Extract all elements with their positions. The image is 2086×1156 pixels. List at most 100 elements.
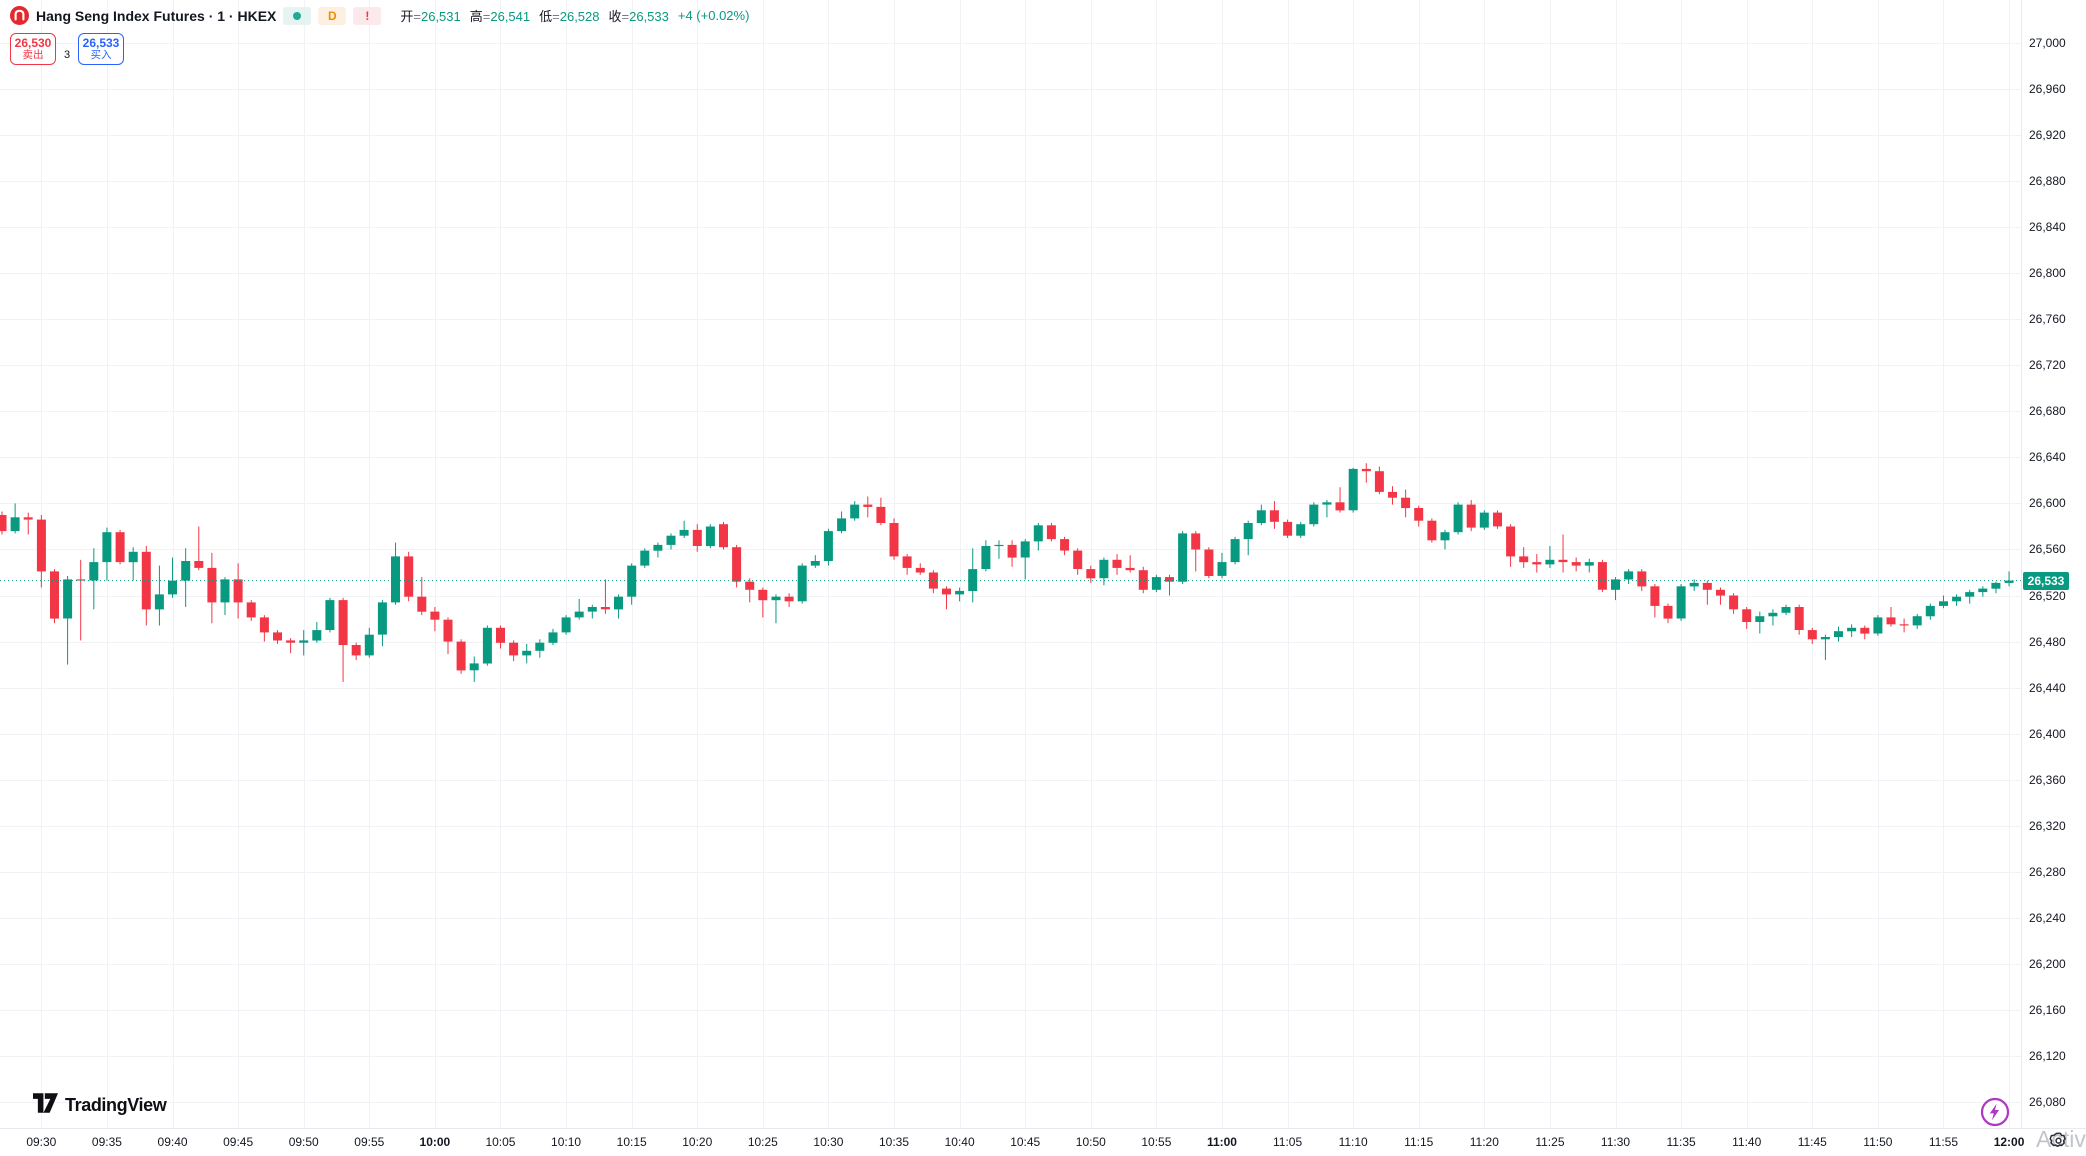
candle-body xyxy=(981,546,991,569)
candle-body xyxy=(600,607,610,610)
price-axis-label: 26,680 xyxy=(2029,404,2066,419)
sell-price: 26,530 xyxy=(14,35,52,50)
change-value: +4 (+0.02%) xyxy=(677,8,750,23)
time-axis-label: 10:05 xyxy=(485,1135,516,1149)
candle-body xyxy=(1663,605,1673,619)
candle-body xyxy=(1493,512,1502,527)
candle-body xyxy=(1414,508,1424,521)
candle-body xyxy=(443,619,453,642)
price-axis[interactable]: 27,000 26,960 26,920 26,880 26,840 26,800 26,7… xyxy=(2021,0,2086,1128)
time-axis[interactable]: 09:30 09:35 09:40 09:45 09:50 09:55 10:00 10:05… xyxy=(0,1128,2086,1156)
candle-body xyxy=(902,556,912,568)
price-axis-label: 26,080 xyxy=(2029,1095,2066,1109)
candle-body xyxy=(719,524,728,548)
candle-body xyxy=(1729,595,1739,610)
candle-body xyxy=(1361,468,1371,472)
candle-body xyxy=(1794,607,1804,630)
market-status-icon[interactable] xyxy=(283,6,312,25)
candle-body xyxy=(1283,521,1293,536)
candle-body xyxy=(1597,562,1607,590)
candle-body xyxy=(522,650,532,656)
tradingview-logo[interactable]: TradingView xyxy=(33,1093,167,1118)
sell-button[interactable]: 26,530 卖出 xyxy=(10,33,56,65)
time-axis-label: 11:35 xyxy=(1666,1135,1696,1149)
candle-body xyxy=(63,579,73,619)
candle-body xyxy=(2004,580,2014,583)
candle-body xyxy=(1834,631,1843,637)
candle-body xyxy=(1007,544,1017,558)
price-axis-label: 26,640 xyxy=(2029,450,2066,465)
candle-body xyxy=(338,600,348,645)
candle-body xyxy=(1978,588,1988,593)
candle-body xyxy=(1256,510,1266,523)
time-axis-label: 10:15 xyxy=(616,1135,647,1149)
candle-body xyxy=(653,544,663,551)
symbol-legend: Hang Seng Index Futures · 1 · HKEX D ! 开… xyxy=(10,5,749,26)
candle-body xyxy=(1374,471,1384,492)
candle-body xyxy=(417,596,427,612)
candle-body xyxy=(942,588,951,595)
candle-body xyxy=(1060,539,1070,551)
candle-body xyxy=(1873,617,1883,634)
candle-body xyxy=(154,594,164,610)
notice-badge[interactable]: ! xyxy=(353,6,382,25)
time-axis-label: 11:30 xyxy=(1600,1135,1631,1149)
time-axis-label: 11:20 xyxy=(1469,1135,1499,1149)
buy-label: 买入 xyxy=(90,48,112,61)
candle-body xyxy=(535,642,545,651)
candle-body xyxy=(207,567,217,603)
price-axis-label: 26,360 xyxy=(2029,772,2066,787)
candle-body xyxy=(1020,541,1030,558)
time-axis-label: 10:10 xyxy=(551,1135,582,1149)
price-axis-label: 26,560 xyxy=(2029,542,2066,557)
close-value: 收=26,533 xyxy=(608,9,669,24)
symbol-title[interactable]: Hang Seng Index Futures · 1 · HKEX xyxy=(36,7,277,24)
time-axis-label: 11:10 xyxy=(1338,1135,1368,1149)
candlestick-chart[interactable] xyxy=(0,0,2021,1128)
time-axis-label: 11:25 xyxy=(1535,1135,1565,1149)
candle-body xyxy=(915,567,925,573)
candle-body xyxy=(1558,559,1568,563)
candle-body xyxy=(1033,525,1043,542)
candle-body xyxy=(1689,582,1699,587)
gear-icon[interactable] xyxy=(2049,1131,2068,1150)
candle-body xyxy=(692,529,702,546)
spread-value: 3 xyxy=(63,49,71,61)
candle-body xyxy=(955,590,965,595)
candle-body xyxy=(1388,491,1397,498)
price-axis-label: 26,880 xyxy=(2029,174,2066,189)
candle-body xyxy=(1860,627,1870,634)
candle-body xyxy=(1138,570,1148,590)
time-axis-label: 11:45 xyxy=(1797,1135,1827,1149)
price-axis-label: 26,480 xyxy=(2029,634,2066,649)
candle-body xyxy=(1899,624,1909,626)
candle-body xyxy=(1479,512,1489,528)
status-dot-icon xyxy=(293,11,302,20)
candle-body xyxy=(968,569,978,591)
delayed-data-badge[interactable]: D xyxy=(318,6,347,25)
candle-body xyxy=(1335,502,1345,511)
candle-body xyxy=(1925,605,1935,617)
tradingview-mark-icon xyxy=(33,1093,58,1118)
flash-order-button[interactable] xyxy=(1980,1097,2010,1127)
buy-button[interactable]: 26,533 买入 xyxy=(78,33,124,65)
candle-body xyxy=(168,580,177,595)
candle-body xyxy=(627,565,637,597)
candle-body xyxy=(1847,627,1857,632)
candle-body xyxy=(1178,533,1188,582)
time-axis-label: 11:00 xyxy=(1206,1135,1237,1149)
candle-body xyxy=(141,551,151,610)
candle-body xyxy=(430,611,440,620)
time-axis-label: 10:20 xyxy=(682,1135,713,1149)
candle-body xyxy=(1440,532,1450,541)
price-axis-label: 26,520 xyxy=(2029,588,2066,603)
candle-body xyxy=(299,640,309,643)
candle-body xyxy=(1571,562,1581,566)
time-axis-label: 10:55 xyxy=(1141,1135,1172,1149)
time-axis-label: 09:35 xyxy=(91,1135,122,1149)
candle-body xyxy=(1309,504,1319,525)
time-axis-label: 10:30 xyxy=(813,1135,844,1149)
candle-body xyxy=(1204,549,1214,576)
candle-body xyxy=(679,529,689,536)
candle-body xyxy=(1807,630,1817,640)
